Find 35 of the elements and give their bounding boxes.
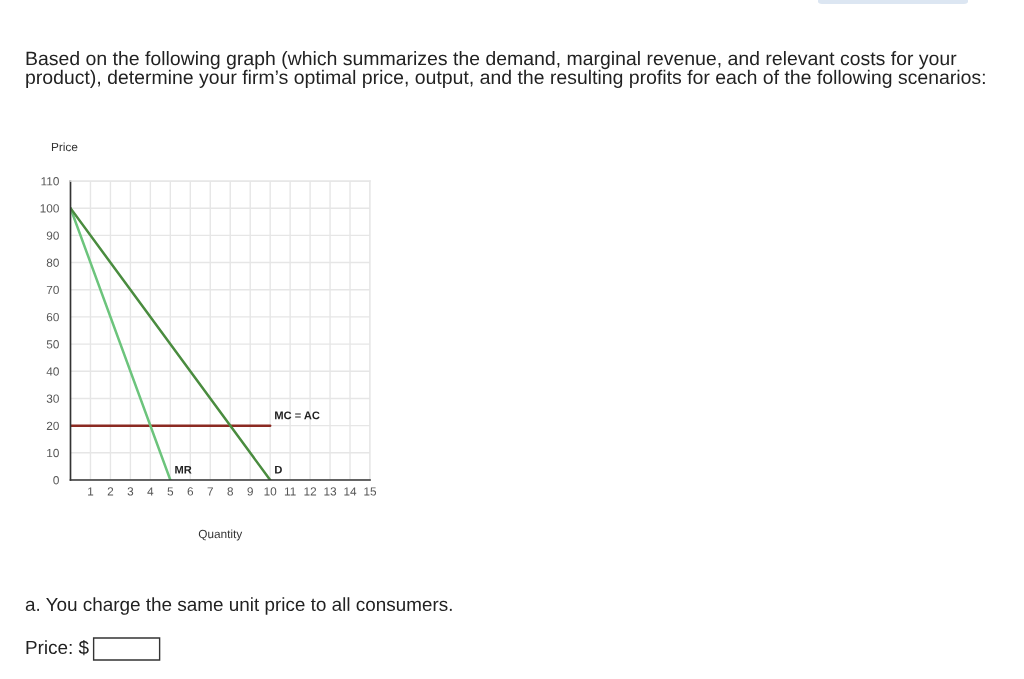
y-tick-label: 110 bbox=[41, 177, 59, 186]
y-tick-label: 60 bbox=[46, 312, 59, 322]
y-tick-label: 50 bbox=[46, 340, 59, 349]
x-tick-label: 14 bbox=[344, 487, 357, 496]
x-tick-label: 8 bbox=[227, 487, 233, 496]
series-label: D bbox=[275, 465, 282, 474]
x-tick-label: 3 bbox=[127, 487, 134, 496]
y-tick-label: 0 bbox=[53, 476, 59, 485]
y-tick-label: 100 bbox=[40, 204, 59, 213]
text: a. You charge the same unit price to all consumers. bbox=[25, 597, 452, 615]
x-tick-label: 9 bbox=[247, 487, 253, 496]
x-tick-label: 12 bbox=[304, 487, 317, 496]
x-tick-label: 7 bbox=[207, 487, 213, 496]
x-tick-label: 15 bbox=[364, 487, 377, 496]
y-tick-label: 20 bbox=[46, 421, 59, 431]
x-tick-label: 4 bbox=[147, 487, 154, 496]
x-tick-label: 2 bbox=[107, 487, 114, 496]
text: Price: $ bbox=[26, 639, 89, 656]
y-tick-label: 80 bbox=[46, 258, 59, 267]
y-tick-label: 30 bbox=[46, 394, 59, 403]
y-tick-label: 70 bbox=[46, 285, 59, 295]
x-tick-label: 6 bbox=[187, 487, 194, 496]
y-axis-title: Price bbox=[51, 142, 78, 152]
y-tick-label: 10 bbox=[47, 448, 59, 458]
series-label: MC = AC bbox=[275, 411, 320, 420]
x-tick-label: 1 bbox=[88, 487, 94, 496]
y-tick-label: 90 bbox=[46, 231, 59, 240]
x-tick-label: 13 bbox=[324, 487, 337, 496]
x-tick-label: 10 bbox=[264, 487, 277, 496]
x-axis-title: Quantity bbox=[198, 529, 243, 541]
y-tick-label: 40 bbox=[46, 367, 59, 376]
x-tick-label: 11 bbox=[284, 487, 296, 496]
series-label: MR bbox=[175, 465, 192, 474]
text: Based on the following graph (which summarizes the demand, marginal revenue, and relevant costs for your product), determine your firm’s optimal price, output, and the resulting profits for each of the following scenarios: bbox=[26, 51, 985, 88]
x-tick-label: 5 bbox=[167, 487, 174, 496]
